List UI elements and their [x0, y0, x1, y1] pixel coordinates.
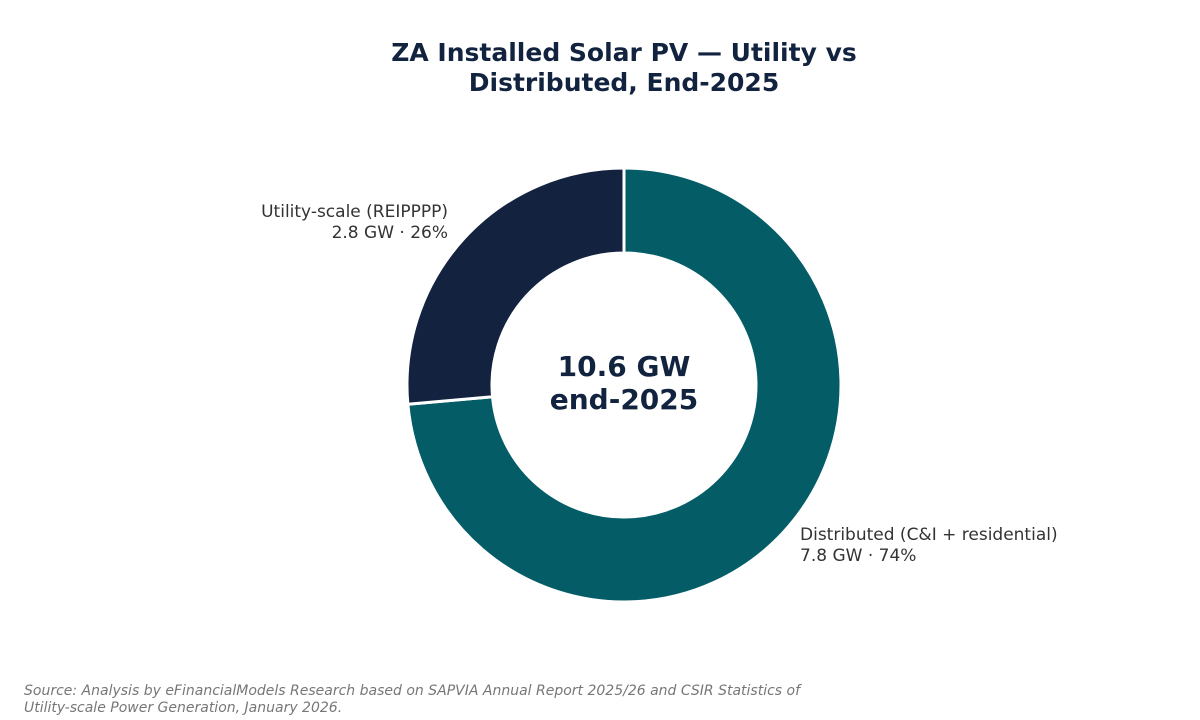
slice-label-utility-scale: Utility-scale (REIPPPP) 2.8 GW · 26% — [261, 202, 448, 244]
slice-label-distributed-value: 7.8 GW · 74% — [800, 546, 917, 566]
slice-label-distributed-name: Distributed (C&I + residential) — [800, 525, 1058, 545]
donut-center-period: end-2025 — [549, 383, 699, 416]
chart-title-line-1: ZA Installed Solar PV — Utility vs — [391, 38, 857, 67]
donut-slice-distributed-c-i-residential — [406, 166, 843, 604]
donut-center-label: 10.6 GW end-2025 — [524, 350, 724, 416]
slice-label-utility-scale-value: 2.8 GW · 26% — [331, 223, 448, 243]
slice-label-utility-scale-name: Utility-scale (REIPPPP) — [261, 202, 448, 222]
donut-center-total: 10.6 GW — [557, 350, 691, 383]
slice-label-distributed: Distributed (C&I + residential) 7.8 GW ·… — [800, 525, 1058, 567]
chart-title: ZA Installed Solar PV — Utility vs Distr… — [0, 38, 1200, 98]
donut-slice-utility-scale-reipppp — [405, 166, 626, 406]
source-note-line-1: Source: Analysis by eFinancialModels Res… — [24, 683, 801, 699]
source-note-line-2: Utility-scale Power Generation, January … — [24, 700, 343, 716]
chart-title-line-2: Distributed, End-2025 — [468, 68, 780, 97]
source-note: Source: Analysis by eFinancialModels Res… — [24, 683, 924, 717]
